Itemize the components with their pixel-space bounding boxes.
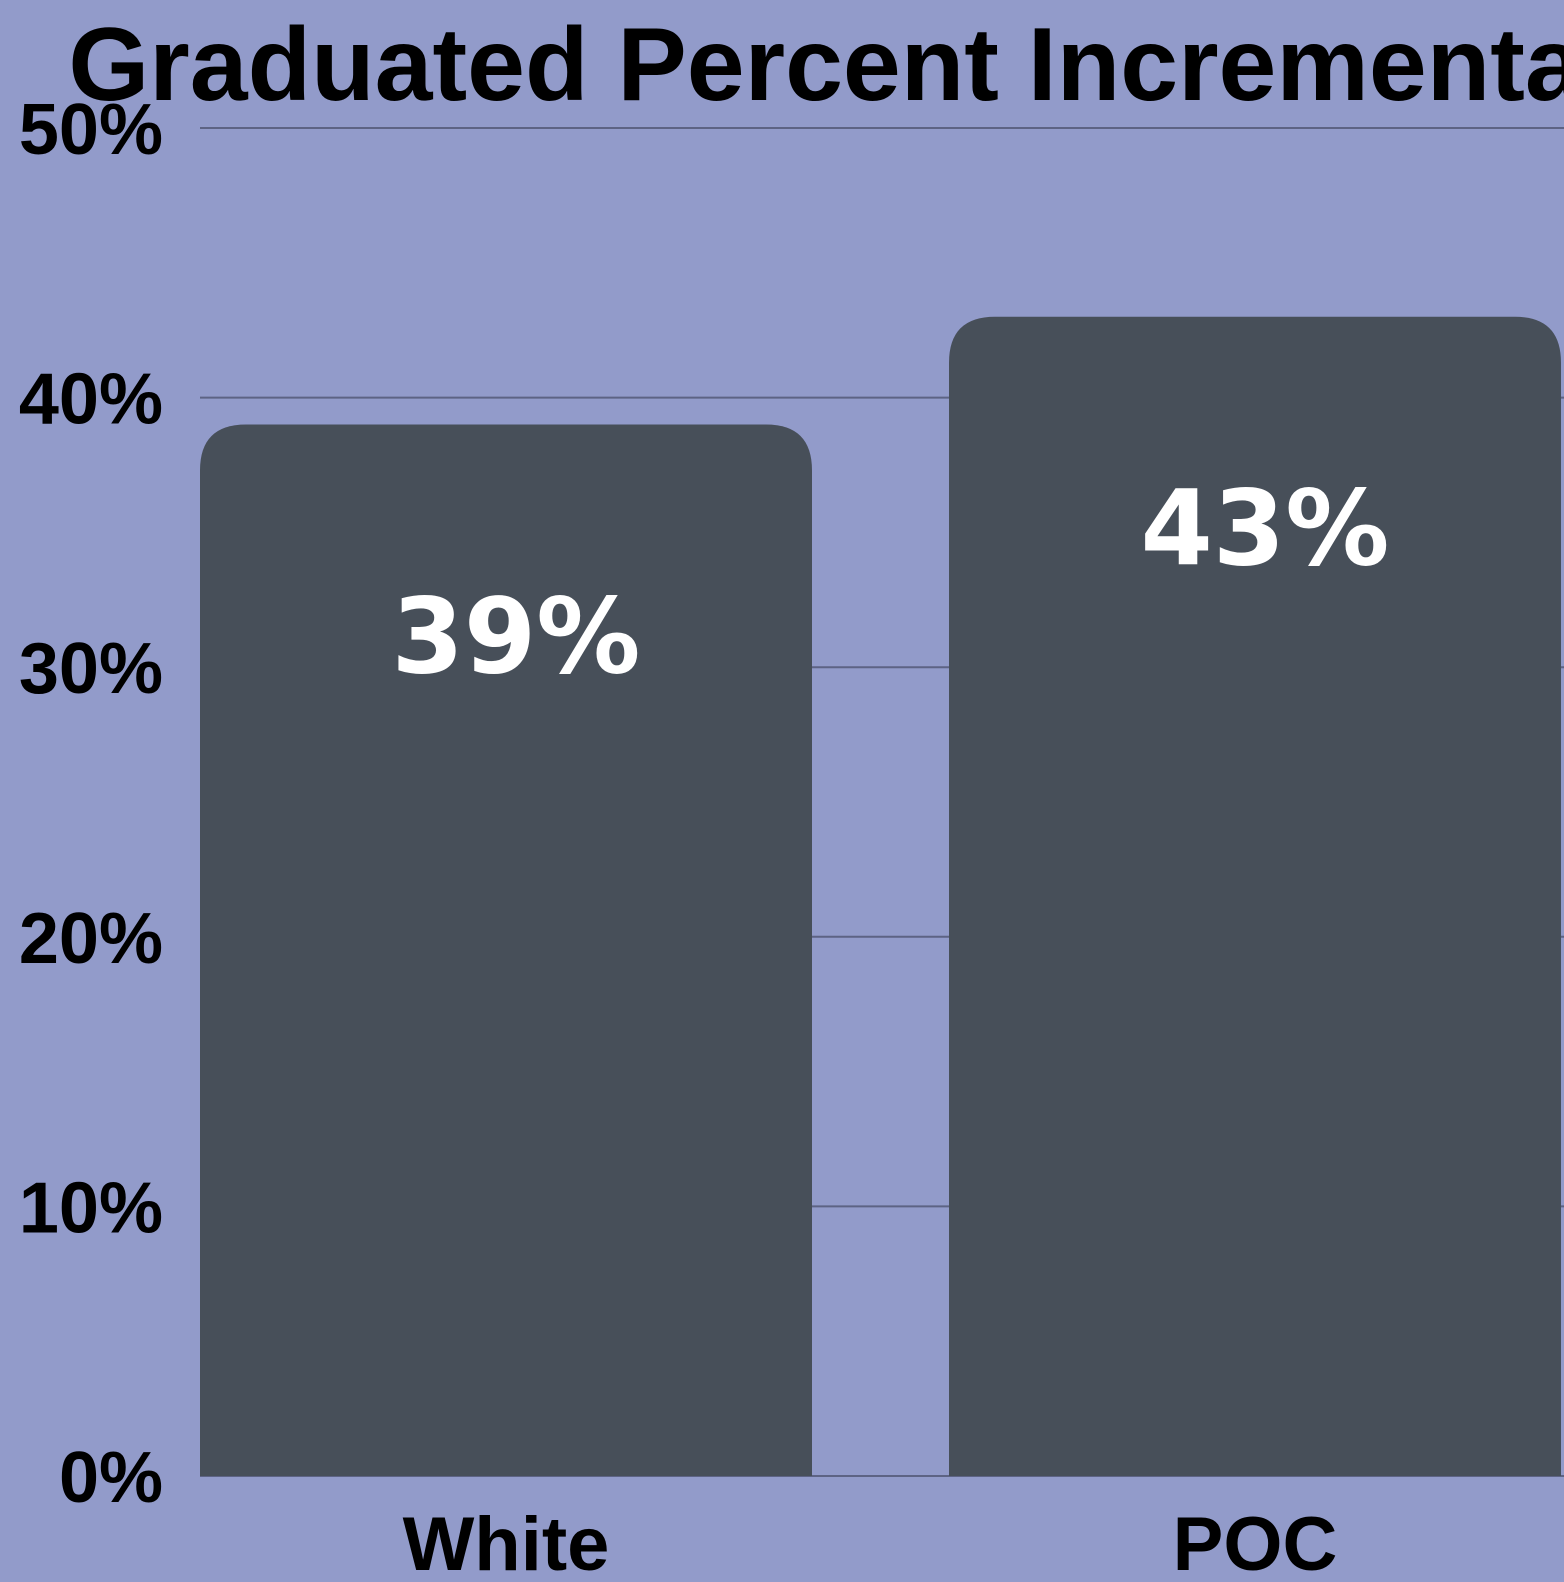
- y-tick-label-40: 40%: [19, 360, 163, 440]
- bar-poc: [949, 316, 1561, 1477]
- x-tick-label-poc: POC: [1173, 1502, 1338, 1582]
- y-tick-label-50: 50%: [19, 90, 163, 170]
- x-tick-label-white: White: [403, 1502, 610, 1582]
- y-tick-label-30: 30%: [19, 629, 163, 709]
- chart-title: Graduated Percent Incremental: [68, 7, 1564, 123]
- data-labels: 39% 43%: [392, 468, 1390, 698]
- x-axis-ticks: White POC: [403, 1502, 1338, 1582]
- data-label-white: 39%: [392, 576, 641, 698]
- data-label-poc: 43%: [1141, 468, 1390, 590]
- y-tick-label-0: 0%: [59, 1438, 163, 1518]
- bar-white: [200, 424, 812, 1476]
- bars: [200, 316, 1561, 1477]
- y-tick-label-10: 10%: [19, 1168, 163, 1248]
- y-axis-ticks: 0% 10% 20% 30% 40% 50%: [19, 90, 163, 1518]
- y-tick-label-20: 20%: [19, 899, 163, 979]
